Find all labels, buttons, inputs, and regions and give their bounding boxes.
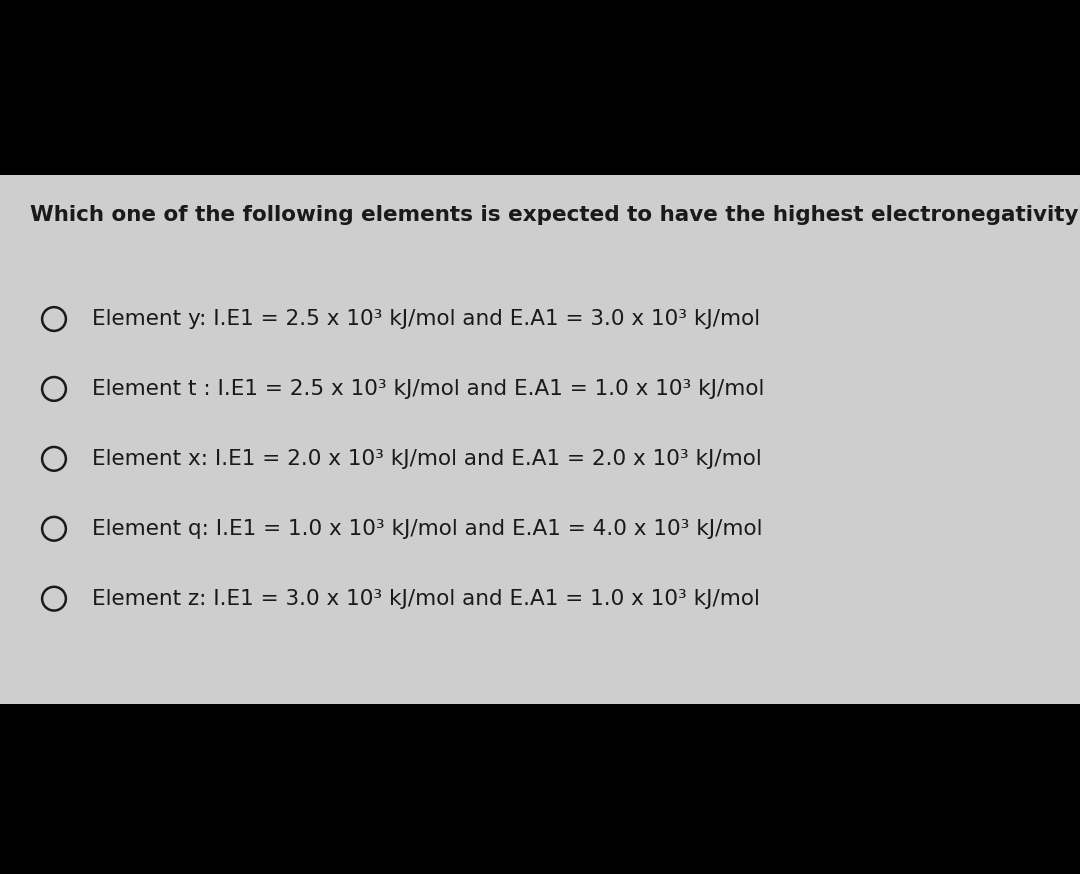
Text: Element x: I.E1 = 2.0 x 10³ kJ/mol and E.A1 = 2.0 x 10³ kJ/mol: Element x: I.E1 = 2.0 x 10³ kJ/mol and E… <box>92 449 761 468</box>
Text: Element q: I.E1 = 1.0 x 10³ kJ/mol and E.A1 = 4.0 x 10³ kJ/mol: Element q: I.E1 = 1.0 x 10³ kJ/mol and E… <box>92 519 762 538</box>
Text: Element z: I.E1 = 3.0 x 10³ kJ/mol and E.A1 = 1.0 x 10³ kJ/mol: Element z: I.E1 = 3.0 x 10³ kJ/mol and E… <box>92 589 759 608</box>
Text: Element t : I.E1 = 2.5 x 10³ kJ/mol and E.A1 = 1.0 x 10³ kJ/mol: Element t : I.E1 = 2.5 x 10³ kJ/mol and … <box>92 379 765 399</box>
FancyBboxPatch shape <box>0 175 1080 704</box>
Text: Element y: I.E1 = 2.5 x 10³ kJ/mol and E.A1 = 3.0 x 10³ kJ/mol: Element y: I.E1 = 2.5 x 10³ kJ/mol and E… <box>92 309 760 329</box>
Text: Which one of the following elements is expected to have the highest electronegat: Which one of the following elements is e… <box>30 205 1080 225</box>
